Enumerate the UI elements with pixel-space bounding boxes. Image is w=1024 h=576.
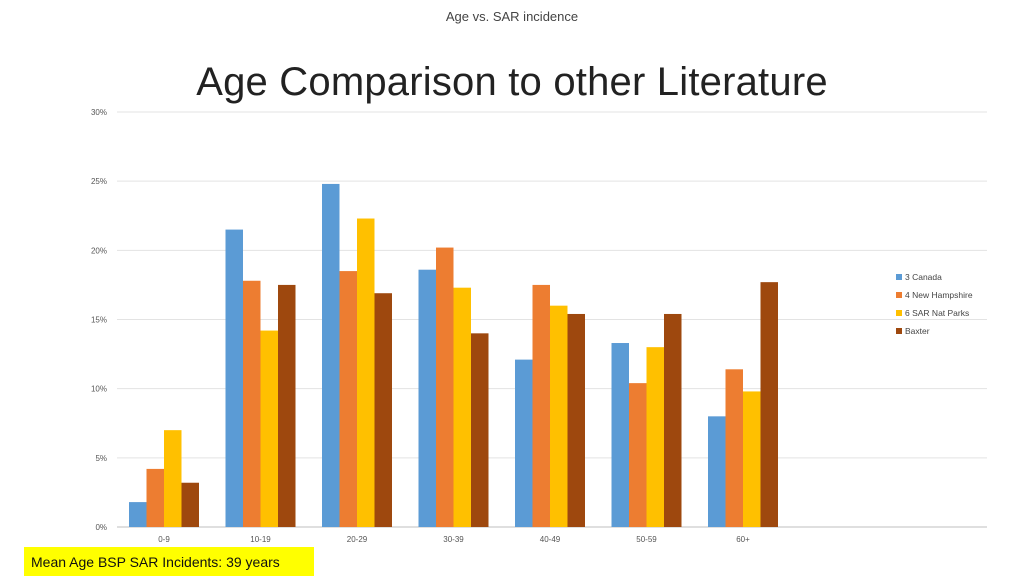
x-tick-label: 30-39 <box>443 535 464 544</box>
x-tick-label: 0-9 <box>158 535 170 544</box>
bar <box>567 313 585 527</box>
legend-label: 3 Canada <box>905 272 942 282</box>
legend-entry: Baxter <box>896 322 973 340</box>
bar <box>664 313 682 527</box>
bar <box>708 416 726 527</box>
bar <box>374 293 392 527</box>
bar <box>532 284 550 527</box>
legend-swatch <box>896 274 902 280</box>
x-tick-label: 50-59 <box>636 535 657 544</box>
bar <box>629 383 647 527</box>
bar <box>278 284 296 527</box>
bar <box>646 347 664 527</box>
legend-entry: 3 Canada <box>896 268 973 286</box>
bar <box>164 430 182 527</box>
bar <box>471 333 489 527</box>
legend-entry: 4 New Hampshire <box>896 286 973 304</box>
bar <box>339 271 357 527</box>
bar <box>146 468 164 527</box>
x-tick-label: 60+ <box>736 535 750 544</box>
bar <box>743 391 761 527</box>
y-tick-label: 25% <box>91 177 107 186</box>
chart-legend: 3 Canada 4 New Hampshire 6 SAR Nat Parks Ba… <box>896 268 973 340</box>
legend-swatch <box>896 328 902 334</box>
bar <box>260 330 278 527</box>
x-tick-label: 10-19 <box>250 535 271 544</box>
bar <box>322 183 340 527</box>
y-tick-label: 0% <box>95 523 107 532</box>
legend-label: 4 New Hampshire <box>905 290 973 300</box>
y-tick-label: 5% <box>95 454 107 463</box>
y-tick-label: 20% <box>91 246 107 255</box>
x-tick-label: 20-29 <box>347 535 368 544</box>
legend-swatch <box>896 310 902 316</box>
bar <box>225 229 243 528</box>
legend-entry: 6 SAR Nat Parks <box>896 304 973 322</box>
bar <box>550 305 568 527</box>
bar <box>129 502 147 527</box>
legend-label: Baxter <box>905 326 930 336</box>
x-tick-label: 40-49 <box>540 535 561 544</box>
legend-label: 6 SAR Nat Parks <box>905 308 970 318</box>
bar <box>181 482 199 527</box>
bar <box>418 269 436 527</box>
bar <box>357 218 375 527</box>
bar <box>453 287 471 527</box>
y-tick-label: 30% <box>91 108 107 117</box>
bar <box>515 359 533 527</box>
bar <box>611 343 629 527</box>
legend-swatch <box>896 292 902 298</box>
bar <box>436 247 454 528</box>
bar <box>760 282 778 527</box>
y-tick-label: 15% <box>91 316 107 325</box>
slide-title: Age Comparison to other Literature <box>196 60 828 104</box>
mean-age-note: Mean Age BSP SAR Incidents: 39 years <box>24 547 314 576</box>
header-title: Age vs. SAR incidence <box>445 9 579 24</box>
bar <box>243 280 261 527</box>
bar <box>725 369 743 527</box>
y-tick-label: 10% <box>91 385 107 394</box>
